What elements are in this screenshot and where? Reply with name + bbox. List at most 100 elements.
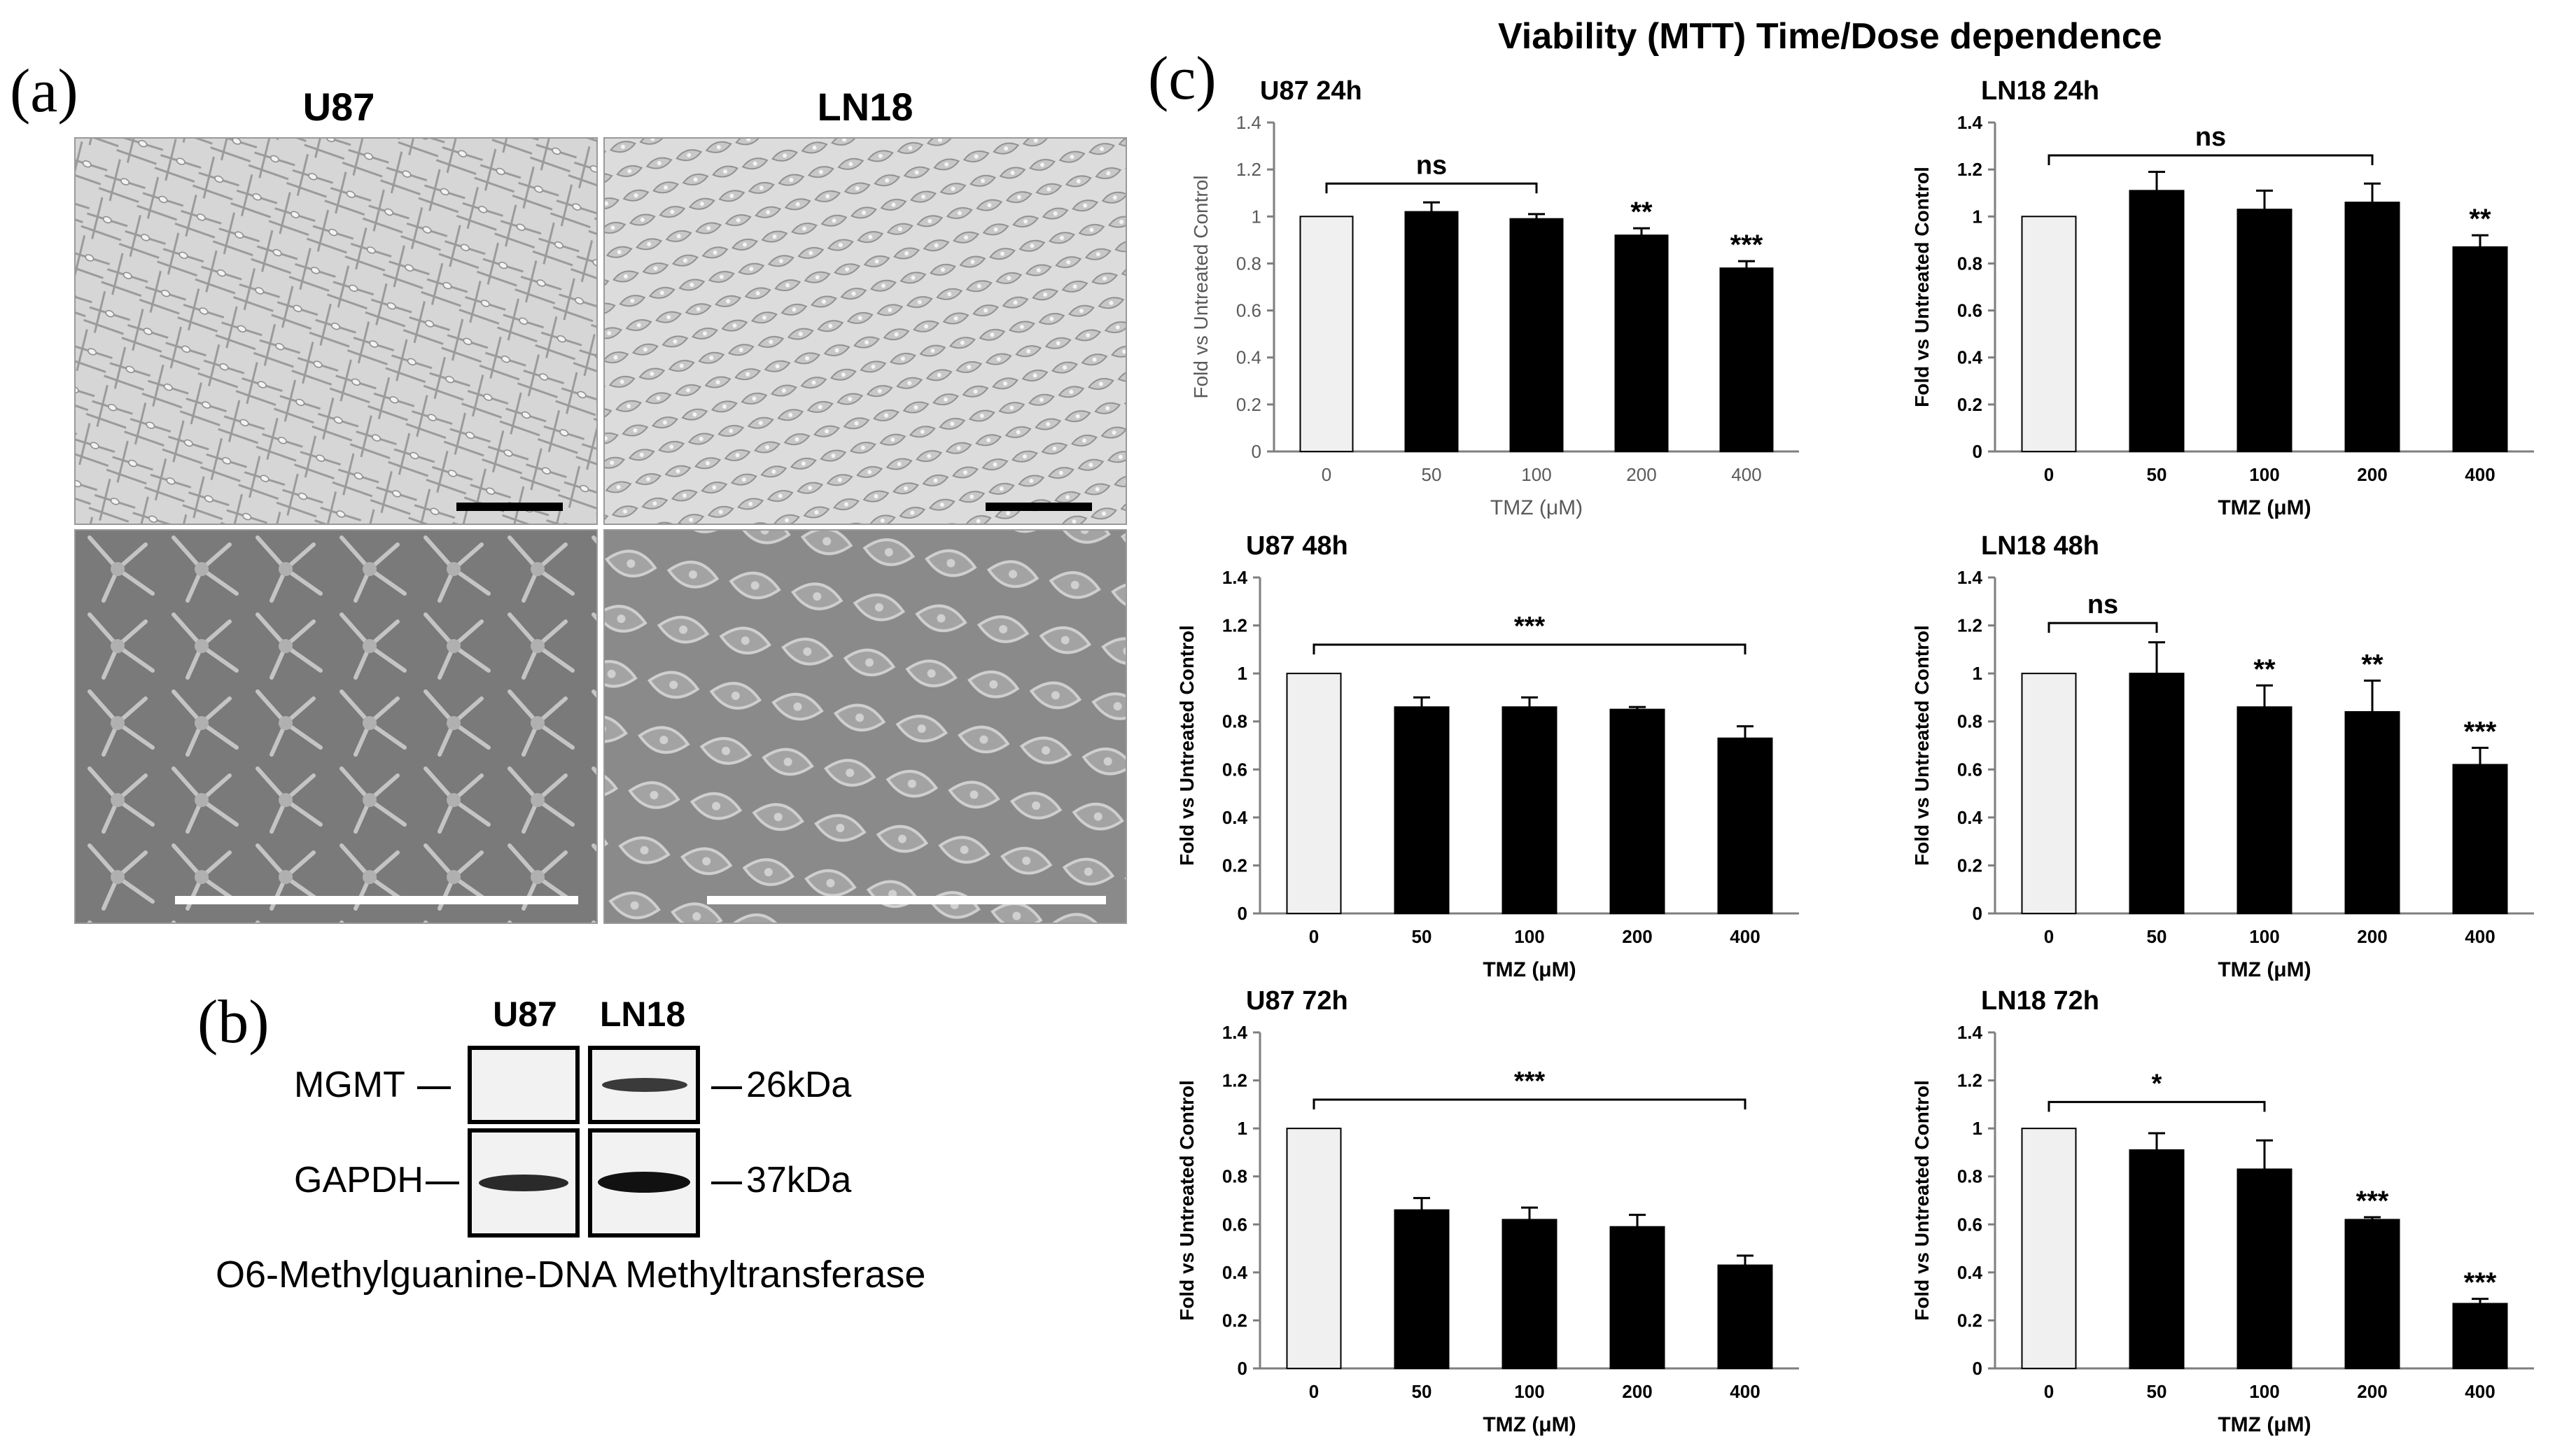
chart-u87-72h: U87 72h 0 0.2 0.4 0.6 0.8 1 1.2 1.4 Fold vs Untre… xyxy=(1176,986,1799,1436)
blot-size-26kda: 26kDa xyxy=(746,1065,852,1105)
x-tick-label: 200 xyxy=(2357,1381,2387,1402)
x-tick-label: 0 xyxy=(2044,464,2054,485)
y-tick-label: 0.2 xyxy=(1957,855,1982,876)
bar-0 xyxy=(2021,673,2077,914)
blot-gapdh-u87 xyxy=(468,1128,580,1238)
x-tick-label: 400 xyxy=(2465,464,2495,485)
y-tick-label: 0.6 xyxy=(1957,300,1982,321)
chart-title: LN18 24h xyxy=(1981,76,2099,106)
band-gapdh-u87 xyxy=(479,1175,568,1191)
scale-bar-ln18-sem xyxy=(707,896,1106,904)
y-tick-label: 1.2 xyxy=(1222,615,1247,636)
blot-caption: O6-Methylguanine-DNA Methyltransferase xyxy=(216,1254,926,1296)
x-axis-label: TMZ (μM) xyxy=(1490,496,1583,519)
y-axis-label: Fold vs Untreated Control xyxy=(1190,175,1212,398)
y-tick-label: 1 xyxy=(1252,206,1261,227)
x-tick-label: 0 xyxy=(2044,1381,2054,1402)
x-tick-label: 400 xyxy=(1731,464,1761,485)
y-tick-label: 0 xyxy=(1238,903,1247,924)
y-tick-label: 0.6 xyxy=(1957,1214,1982,1235)
x-tick-label: 100 xyxy=(1521,464,1551,485)
blot-marker-dash xyxy=(426,1182,459,1184)
bar-50 xyxy=(2129,1149,2185,1369)
bar-400 xyxy=(2452,1303,2508,1369)
blot-size-37kda: 37kDa xyxy=(746,1160,852,1200)
y-tick-label: 0.6 xyxy=(1222,759,1247,780)
y-axis-label: Fold vs Untreated Control xyxy=(1176,1080,1198,1321)
bar-200 xyxy=(1609,1226,1665,1370)
bar-100 xyxy=(2236,706,2292,914)
significance-label: ** xyxy=(2253,654,2276,685)
chart-ln18-48h: LN18 48h 0 0.2 0.4 0.6 0.8 1 1.2 1.4 Fold vs Untr… xyxy=(1911,531,2534,981)
x-tick-label: 400 xyxy=(1730,926,1760,947)
significance-bracket xyxy=(2047,622,2158,633)
bar-400 xyxy=(1719,267,1774,452)
y-tick-label: 0.6 xyxy=(1236,300,1261,321)
x-tick-label: 50 xyxy=(2147,1381,2167,1402)
significance-bracket xyxy=(1312,1098,1746,1109)
band-mgmt-ln18 xyxy=(602,1078,687,1092)
y-tick-label: 0.4 xyxy=(1957,1262,1983,1283)
x-tick-label: 0 xyxy=(1322,464,1331,485)
chart-u87-48h: U87 48h 0 0.2 0.4 0.6 0.8 1 1.2 1.4 Fold vs Untre… xyxy=(1176,531,1799,981)
panel-c-letter: (c) xyxy=(1148,45,1217,113)
y-tick-label: 1.4 xyxy=(1957,567,1983,588)
chart-title: U87 48h xyxy=(1246,531,1348,561)
y-tick-label: 0.2 xyxy=(1957,394,1982,415)
bar-400 xyxy=(1717,1264,1773,1370)
bar-0 xyxy=(2021,216,2077,453)
y-axis-label: Fold vs Untreated Control xyxy=(1176,625,1198,866)
chart-title: U87 24h xyxy=(1260,76,1362,106)
x-tick-label: 200 xyxy=(1622,1381,1652,1402)
x-tick-label: 0 xyxy=(1309,926,1319,947)
x-tick-label: 50 xyxy=(1422,464,1442,485)
x-tick-label: 100 xyxy=(2249,464,2279,485)
bracket-label: *** xyxy=(1514,612,1546,641)
y-tick-label: 1.4 xyxy=(1236,112,1261,133)
blot-gapdh-ln18 xyxy=(588,1128,700,1238)
chart-u87-24h: U87 24h 0 0.2 0.4 0.6 0.8 1 1.2 1.4 Fold vs Untre… xyxy=(1190,76,1799,519)
band-gapdh-ln18 xyxy=(598,1172,690,1193)
y-tick-label: 0 xyxy=(1238,1358,1247,1379)
y-tick-label: 1.4 xyxy=(1222,567,1248,588)
blot-label-mgmt: MGMT xyxy=(294,1065,405,1105)
y-axis-label: Fold vs Untreated Control xyxy=(1911,625,1933,866)
y-tick-label: 1 xyxy=(1238,663,1247,684)
bar-50 xyxy=(1394,706,1450,914)
chart-title: LN18 72h xyxy=(1981,986,2099,1016)
y-tick-label: 0.8 xyxy=(1236,253,1261,274)
x-tick-label: 400 xyxy=(2465,1381,2495,1402)
bar-400 xyxy=(1717,737,1773,915)
x-tick-label: 0 xyxy=(2044,926,2054,947)
y-tick-label: 0.4 xyxy=(1222,1262,1248,1283)
bar-100 xyxy=(1502,1219,1558,1369)
significance-bracket xyxy=(1325,182,1538,194)
y-tick-label: 0.8 xyxy=(1957,1166,1982,1187)
panel-a-title-ln18: LN18 xyxy=(817,85,913,129)
y-tick-label: 0.2 xyxy=(1236,394,1261,415)
bar-200 xyxy=(2344,202,2400,452)
x-tick-label: 200 xyxy=(2357,464,2387,485)
y-tick-label: 1.4 xyxy=(1957,112,1983,133)
micrograph-ln18-phase-contrast xyxy=(603,137,1127,525)
x-axis-label: TMZ (μM) xyxy=(1483,1413,1576,1436)
x-tick-label: 400 xyxy=(1730,1381,1760,1402)
bar-200 xyxy=(2344,711,2400,914)
significance-bracket xyxy=(2047,154,2374,165)
micrograph-u87-sem xyxy=(74,529,598,924)
bar-50 xyxy=(2129,673,2185,914)
bracket-label: ns xyxy=(2195,122,2226,152)
blot-marker-dash xyxy=(711,1086,742,1089)
x-axis-label: TMZ (μM) xyxy=(2218,496,2311,519)
panel-a-title-u87: U87 xyxy=(302,85,375,129)
bar-50 xyxy=(1404,211,1459,452)
significance-label: *** xyxy=(2464,716,2497,747)
x-tick-label: 100 xyxy=(1514,1381,1544,1402)
y-tick-label: 1.4 xyxy=(1222,1022,1248,1043)
bracket-label: * xyxy=(2152,1069,2162,1098)
bar-50 xyxy=(2129,190,2185,452)
chart-ln18-24h: LN18 24h 0 0.2 0.4 0.6 0.8 1 1.2 1.4 Fold vs Untr… xyxy=(1911,76,2534,519)
x-tick-label: 0 xyxy=(1309,1381,1319,1402)
panel-a-letter: (a) xyxy=(10,57,78,125)
significance-label: ** xyxy=(1630,197,1653,227)
